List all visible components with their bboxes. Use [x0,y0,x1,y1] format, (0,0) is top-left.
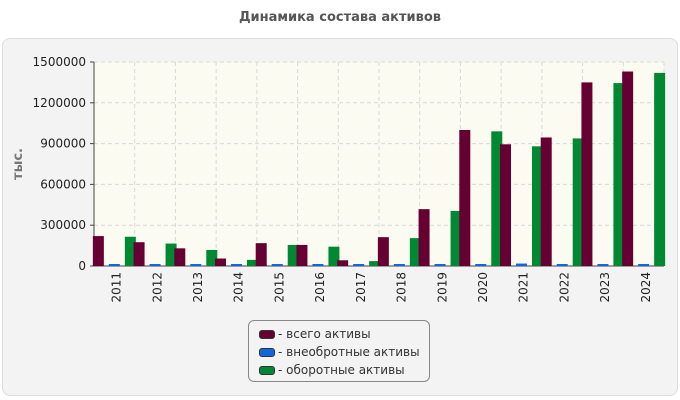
y-tick-label: 0 [78,259,86,273]
x-tick-label: 2024 [639,272,653,303]
bar-всего-активы-2014 [215,258,226,266]
bar-всего-активы-2012 [133,242,145,266]
x-tick-label: 2019 [435,272,449,303]
bar-оборотные-активы-2012 [165,243,177,266]
bar-внеобротные-активы-2024 [638,264,650,266]
bar-внеобротные-активы-2021 [516,263,527,266]
bar-внеобротные-активы-2011 [108,264,120,266]
bar-внеобротные-активы-2014 [231,264,242,266]
bar-всего-активы-2017 [337,260,349,266]
x-tick-label: 2014 [232,272,246,303]
x-tick-label: 2012 [150,272,164,303]
x-tick-label: 2013 [191,272,205,303]
bar-внеобротные-активы-2023 [597,264,609,266]
legend-label-total: - всего активы [278,327,371,341]
bar-всего-активы-2013 [174,248,186,266]
bar-всего-активы-2024 [622,71,634,267]
y-axis-label: тыс. [11,148,26,180]
y-tick-label: 1200000 [33,96,86,110]
x-tick-label: 2022 [557,272,571,303]
bar-оборотные-активы-2013 [206,249,218,266]
bar-всего-активы-2018 [377,237,389,266]
bar-оборотные-активы-2018 [409,238,421,266]
x-tick-label: 2023 [598,272,612,303]
chart-legend: - всего активы - внеобротные активы - об… [248,320,430,382]
bar-оборотные-активы-2014 [247,259,258,266]
x-tick-label: 2017 [354,272,368,303]
bar-оборотные-активы-2020 [491,131,503,266]
y-tick-label: 600000 [40,177,86,191]
legend-item-total: - всего активы [259,325,429,343]
chart-title: Динамика состава активов [238,10,442,25]
bar-оборотные-активы-2024 [654,72,666,266]
bar-внеобротные-активы-2018 [393,264,405,266]
bar-оборотные-активы-2015 [287,244,299,266]
bar-внеобротные-активы-2015 [271,264,283,266]
bar-внеобротные-активы-2012 [149,264,161,266]
bar-внеобротные-активы-2017 [353,264,365,266]
bar-всего-активы-2023 [581,82,593,267]
bar-оборотные-активы-2019 [450,210,462,266]
bar-внеобротные-активы-2020 [475,264,487,266]
bar-всего-активы-2019 [418,209,430,266]
legend-label-noncurrent: - внеобротные активы [278,345,420,359]
bar-оборотные-активы-2022 [572,138,584,266]
legend-label-current: - оборотные активы [278,363,405,377]
bar-внеобротные-активы-2019 [434,264,446,266]
bar-всего-активы-2015 [255,243,267,266]
legend-swatch-current [259,365,275,375]
legend-item-current: - оборотные активы [259,361,429,379]
bar-всего-активы-2021 [500,144,511,266]
bar-всего-активы-2020 [459,130,471,266]
bar-оборотные-активы-2011 [124,236,136,266]
x-tick-label: 2020 [476,272,490,303]
bar-оборотные-активы-2016 [328,246,340,266]
legend-swatch-noncurrent [259,347,275,357]
bar-внеобротные-активы-2013 [190,264,202,266]
x-tick-label: 2021 [517,272,531,303]
bar-оборотные-активы-2017 [369,261,381,266]
x-tick-label: 2015 [272,272,286,303]
bar-всего-активы-2016 [296,244,308,266]
x-tick-label: 2018 [395,272,409,303]
y-tick-label: 300000 [40,218,86,232]
legend-item-noncurrent: - внеобротные активы [259,343,429,361]
y-tick-label: 1500000 [33,55,86,69]
legend-swatch-total [259,329,275,339]
x-tick-label: 2011 [110,272,124,303]
bar-всего-активы-2022 [540,137,552,266]
bar-внеобротные-активы-2022 [556,264,568,266]
bar-всего-активы-2011 [92,236,104,266]
x-tick-label: 2016 [313,272,327,303]
bar-оборотные-активы-2021 [532,146,543,266]
bar-внеобротные-активы-2016 [312,264,324,266]
bar-оборотные-активы-2023 [613,83,625,266]
y-tick-label: 900000 [40,137,86,151]
